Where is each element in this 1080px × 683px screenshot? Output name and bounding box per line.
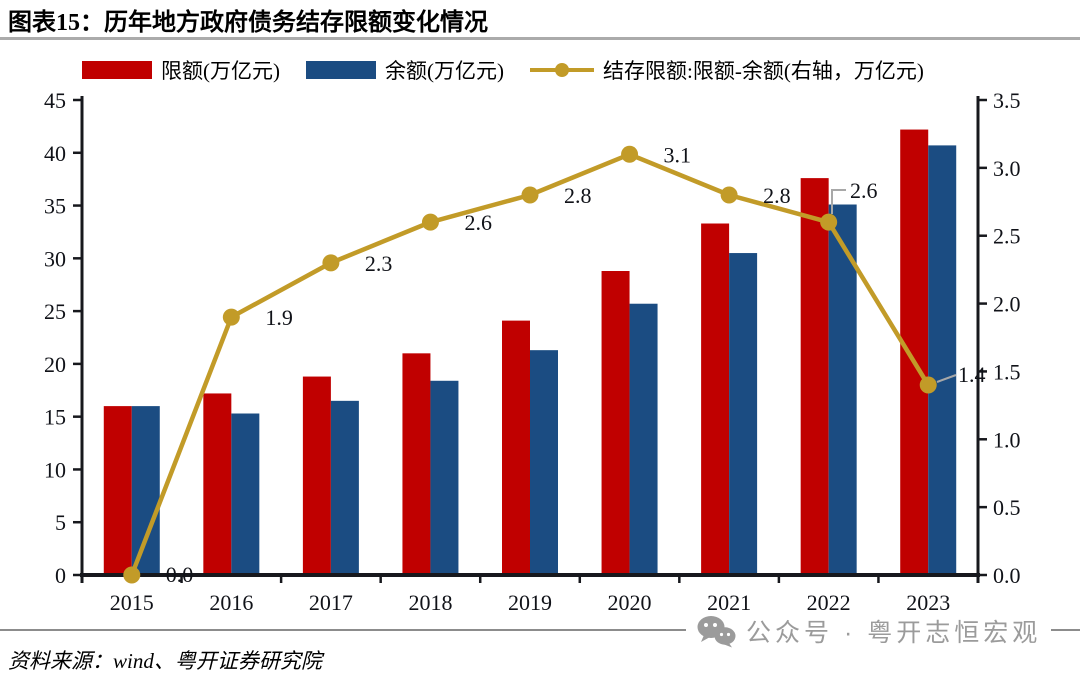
red-bar-swatch [82,61,152,79]
wechat-icon [697,616,736,648]
legend-label-reserve: 结存限额:限额-余额(右轴，万亿元) [603,59,924,83]
svg-text:1.9: 1.9 [265,305,293,330]
svg-text:2.8: 2.8 [564,183,592,208]
svg-text:2.6: 2.6 [464,210,492,235]
svg-text:2020: 2020 [608,590,652,615]
svg-text:2021: 2021 [707,590,751,615]
svg-text:2016: 2016 [209,590,253,615]
svg-text:30: 30 [44,246,66,271]
svg-text:3.0: 3.0 [993,156,1021,181]
legend-item-reserve-line: 结存限额:限额-余额(右轴，万亿元) [530,55,924,85]
line-marker-swatch [530,61,594,79]
svg-text:2018: 2018 [408,590,452,615]
svg-text:1.5: 1.5 [993,359,1021,384]
legend-label-limit: 限额(万亿元) [161,59,280,83]
svg-text:2017: 2017 [309,590,353,615]
svg-text:10: 10 [44,457,66,482]
svg-text:40: 40 [44,141,66,166]
svg-text:2.8: 2.8 [763,183,791,208]
svg-text:2.3: 2.3 [365,251,393,276]
svg-text:0: 0 [55,563,66,588]
svg-text:2.0: 2.0 [993,292,1021,317]
svg-text:2.5: 2.5 [993,224,1021,249]
svg-text:0.0: 0.0 [166,562,194,587]
svg-text:0.5: 0.5 [993,495,1021,520]
title-divider [0,37,1080,40]
svg-text:25: 25 [44,299,66,324]
svg-text:2023: 2023 [906,590,950,615]
svg-text:3.1: 3.1 [664,142,692,167]
watermark-text: 公众号 · 粤开志恒宏观 [746,619,1042,647]
footer-divider [0,629,1080,631]
svg-text:2015: 2015 [110,590,154,615]
svg-text:35: 35 [44,194,66,219]
legend-item-limit: 限额(万亿元) [82,55,280,85]
combo-chart: 0 5 10 15 20 25 30 35 40 45 0.0 0.5 1.0 1.5 2.0 2.5 3.0 3… [44,88,1021,615]
watermark: 公众号 · 粤开志恒宏观 [686,611,1052,651]
svg-text:20: 20 [44,352,66,377]
legend-label-balance: 余额(万亿元) [385,59,504,83]
svg-text:1.4: 1.4 [958,362,986,387]
svg-text:1.0: 1.0 [993,427,1021,452]
svg-text:2.6: 2.6 [850,178,878,203]
svg-text:15: 15 [44,405,66,430]
figure-title: 图表15：历年地方政府债务结存限额变化情况 [8,10,488,36]
source-note: 资料来源：wind、粤开证券研究院 [8,649,322,673]
legend: 限额(万亿元) 余额(万亿元) 结存限额:限额-余额(右轴，万亿元) [82,55,924,85]
svg-text:45: 45 [44,88,66,113]
svg-text:2022: 2022 [807,590,851,615]
svg-text:0.0: 0.0 [993,563,1021,588]
svg-text:5: 5 [55,510,66,535]
svg-text:2019: 2019 [508,590,552,615]
blue-bar-swatch [306,61,376,79]
legend-item-balance: 余额(万亿元) [306,55,504,85]
svg-text:3.5: 3.5 [993,88,1021,113]
